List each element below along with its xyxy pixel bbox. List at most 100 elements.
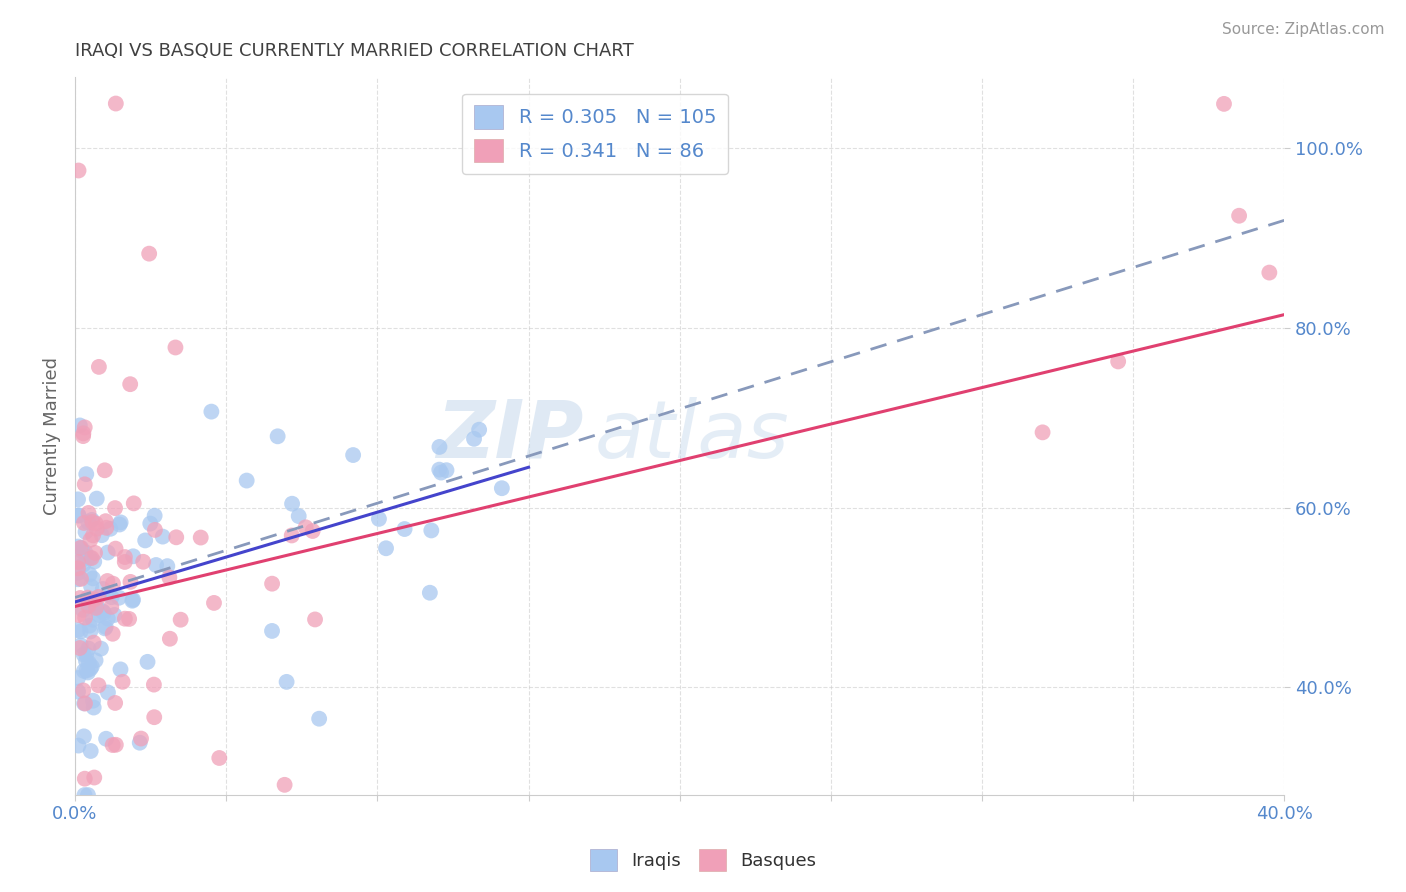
Point — [72, 426, 94, 441]
Point — [86, 600, 108, 615]
Point — [77, 656, 100, 670]
Point — [104, 96, 127, 111]
Point — [100, 599, 122, 614]
Point — [86, 491, 108, 506]
Point — [86, 522, 108, 536]
Point — [91, 604, 114, 618]
Point — [73, 420, 96, 434]
Point — [235, 474, 257, 488]
Point — [87, 678, 110, 692]
Point — [1213, 96, 1236, 111]
Point — [280, 528, 302, 542]
Point — [122, 549, 145, 564]
Text: IRAQI VS BASQUE CURRENTLY MARRIED CORRELATION CHART: IRAQI VS BASQUE CURRENTLY MARRIED CORREL… — [75, 42, 634, 60]
Point — [79, 567, 101, 582]
Point — [75, 467, 97, 482]
Point — [491, 481, 513, 495]
Point — [110, 662, 132, 676]
Point — [266, 429, 288, 443]
Point — [66, 540, 89, 554]
Point — [83, 635, 105, 649]
Point — [79, 618, 101, 632]
Point — [287, 509, 309, 524]
Point — [66, 671, 89, 685]
Point — [301, 524, 323, 538]
Point — [122, 496, 145, 510]
Point — [165, 530, 187, 544]
Point — [139, 516, 162, 531]
Point — [308, 712, 330, 726]
Point — [436, 463, 458, 477]
Point — [97, 685, 120, 699]
Point — [66, 572, 89, 586]
Point — [69, 624, 91, 639]
Point — [94, 514, 117, 528]
Point — [66, 555, 89, 569]
Point — [134, 533, 156, 548]
Point — [429, 440, 451, 454]
Point — [1227, 209, 1250, 223]
Point — [66, 566, 89, 580]
Point — [132, 555, 155, 569]
Point — [190, 531, 212, 545]
Point — [83, 555, 105, 569]
Point — [142, 677, 165, 691]
Point — [82, 694, 104, 708]
Point — [121, 593, 143, 607]
Point — [66, 561, 89, 575]
Point — [72, 429, 94, 443]
Y-axis label: Currently Married: Currently Married — [44, 357, 60, 515]
Point — [136, 655, 159, 669]
Point — [111, 674, 134, 689]
Point — [77, 641, 100, 656]
Point — [73, 516, 96, 530]
Point — [75, 545, 97, 559]
Point — [143, 508, 166, 523]
Point — [101, 738, 124, 752]
Point — [72, 683, 94, 698]
Point — [420, 524, 443, 538]
Point — [156, 559, 179, 574]
Point — [463, 432, 485, 446]
Point — [67, 739, 90, 753]
Point — [104, 696, 127, 710]
Point — [82, 571, 104, 585]
Point — [120, 377, 142, 392]
Point — [84, 516, 107, 531]
Point — [72, 544, 94, 558]
Point — [67, 508, 90, 523]
Point — [94, 731, 117, 746]
Point — [430, 466, 453, 480]
Point — [76, 664, 98, 678]
Point — [69, 591, 91, 605]
Point — [294, 520, 316, 534]
Point — [100, 522, 122, 536]
Point — [304, 612, 326, 626]
Point — [83, 700, 105, 714]
Point — [79, 624, 101, 639]
Point — [110, 516, 132, 530]
Point — [157, 570, 180, 584]
Point — [66, 623, 89, 637]
Point — [70, 553, 93, 567]
Point — [80, 597, 103, 611]
Point — [73, 730, 96, 744]
Point — [69, 418, 91, 433]
Point — [70, 541, 93, 555]
Point — [83, 592, 105, 607]
Point — [104, 738, 127, 752]
Point — [73, 697, 96, 711]
Point — [73, 772, 96, 786]
Text: Source: ZipAtlas.com: Source: ZipAtlas.com — [1222, 22, 1385, 37]
Point — [67, 607, 90, 622]
Point — [80, 579, 103, 593]
Point — [73, 477, 96, 491]
Point — [76, 591, 98, 605]
Point — [1107, 354, 1129, 368]
Text: atlas: atlas — [595, 397, 790, 475]
Point — [159, 632, 181, 646]
Point — [97, 545, 120, 559]
Point — [368, 512, 391, 526]
Point — [79, 662, 101, 676]
Point — [93, 463, 115, 477]
